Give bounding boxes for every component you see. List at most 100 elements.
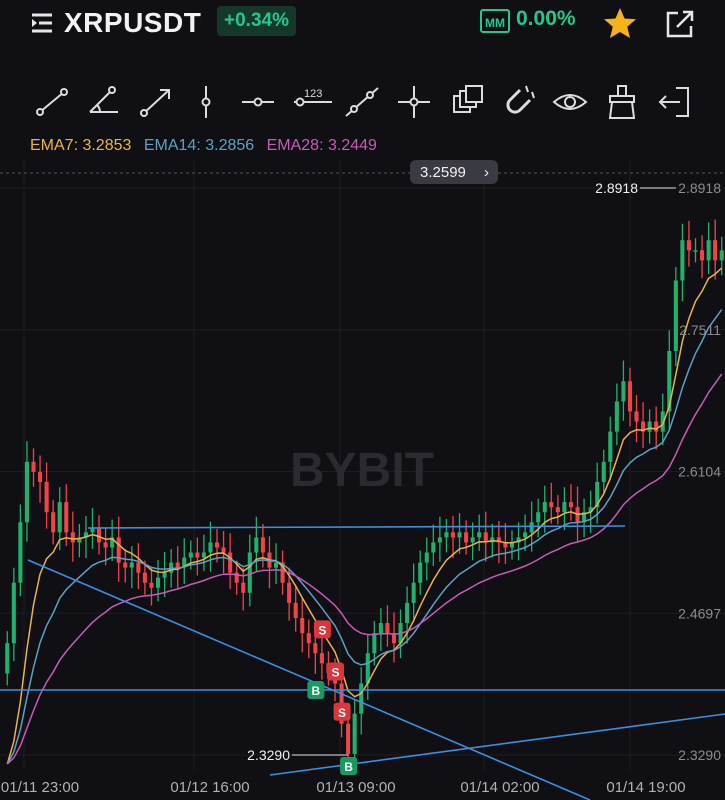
x-tick-label: 01/11 23:00 — [1, 779, 79, 796]
y-tick-label: 2.7511 — [679, 322, 721, 338]
candle-body — [195, 552, 200, 558]
ema14-label: EMA14: 3.2856 — [143, 137, 255, 154]
watermark: BYBIT — [290, 444, 434, 497]
candle-body — [588, 507, 593, 513]
candle-body — [221, 547, 226, 553]
candle-body — [647, 421, 652, 432]
buy-marker-label: B — [312, 684, 321, 698]
candle-body — [103, 542, 108, 548]
ema14-line — [6, 309, 723, 765]
magnet-icon[interactable] — [498, 82, 538, 122]
candle-body — [97, 527, 102, 543]
candle-body — [549, 502, 554, 508]
ema7-label: EMA7: 3.2853 — [30, 137, 132, 154]
candle-body — [70, 532, 75, 543]
candle-body — [614, 401, 619, 432]
candle-body — [509, 542, 515, 548]
clear-drawings-icon[interactable] — [602, 82, 642, 122]
candle-body — [523, 532, 528, 538]
candle-body — [372, 633, 377, 654]
candle-body — [306, 633, 311, 644]
candle-body — [228, 552, 233, 573]
candle-body — [660, 411, 665, 432]
mm-value: 0.00% — [516, 7, 576, 30]
symbol-title[interactable]: XRPUSDT — [64, 7, 202, 38]
candle-body — [686, 240, 691, 251]
ray-icon[interactable] — [136, 82, 176, 122]
ema7-line — [6, 267, 723, 765]
candle-body — [18, 522, 23, 583]
candle-body — [182, 557, 187, 568]
sell-marker — [333, 702, 351, 721]
candle-body — [411, 582, 416, 603]
candle-body — [57, 502, 62, 533]
candle-body — [713, 240, 718, 261]
candle-body — [44, 481, 49, 513]
candle-body — [38, 471, 43, 482]
candle-body — [700, 250, 705, 261]
candle-body — [123, 562, 128, 568]
candle-body — [424, 552, 429, 563]
candle-body — [365, 653, 370, 684]
angle-line-icon[interactable] — [84, 82, 124, 122]
candle-body — [90, 527, 95, 533]
exit-icon[interactable] — [654, 82, 694, 122]
candle-body — [201, 552, 206, 558]
drawing-toolbar: 123 — [0, 82, 725, 122]
chevron-right-icon: › — [484, 164, 489, 181]
candle-body — [254, 537, 259, 553]
candle-body — [595, 481, 600, 508]
sell-marker — [313, 620, 331, 639]
layers-icon[interactable] — [448, 82, 488, 122]
visibility-icon[interactable] — [550, 82, 590, 122]
candle-body — [378, 623, 383, 634]
crosshair-icon[interactable] — [394, 82, 434, 122]
sell-marker-label: S — [331, 665, 339, 679]
candle-body — [503, 542, 508, 548]
buy-marker — [340, 757, 358, 775]
candle-body — [608, 431, 613, 462]
candle-body — [359, 683, 364, 714]
candle-body — [582, 512, 587, 523]
menu-icon[interactable] — [30, 12, 54, 34]
trend-line-icon[interactable] — [32, 82, 72, 122]
candle-body — [64, 502, 69, 533]
candle-body — [496, 537, 501, 543]
candle-body — [562, 502, 567, 513]
candle-body — [169, 562, 174, 573]
candle-body — [405, 602, 410, 624]
candle-body — [188, 552, 193, 558]
buy-marker — [307, 681, 325, 699]
candle-body — [24, 461, 29, 523]
extended-line-icon[interactable] — [342, 82, 382, 122]
candle-body — [234, 572, 239, 583]
star-icon[interactable] — [602, 6, 638, 40]
y-tick-label: 2.3290 — [678, 747, 721, 763]
x-tick-label: 01/13 09:00 — [316, 779, 395, 796]
horizontal-line-icon[interactable] — [238, 82, 278, 122]
x-tick-label: 01/14 19:00 — [606, 779, 685, 796]
sell-marker-label: S — [338, 706, 346, 720]
candle-body — [457, 532, 462, 538]
sell-marker-label: S — [318, 623, 326, 637]
low-marker-label: 2.3290 — [247, 747, 290, 763]
share-icon[interactable] — [664, 8, 696, 40]
price-chart[interactable]: BYBIT 2.8918 2.3290 2.8918 2.7511 2.6104 2.469… — [0, 155, 725, 800]
candle-body — [490, 537, 495, 543]
x-tick-label: 01/12 16:00 — [170, 779, 249, 796]
candle-body — [136, 562, 141, 573]
candle-body — [11, 582, 16, 644]
candle-body — [627, 381, 632, 412]
candle-body — [391, 633, 397, 644]
vertical-line-icon[interactable] — [186, 82, 226, 122]
candle-body — [5, 643, 10, 674]
candle-body — [241, 582, 246, 593]
candle-body — [300, 617, 305, 634]
price-range-icon[interactable]: 123 — [290, 82, 336, 122]
resistance-line — [87, 525, 626, 529]
candle-body — [444, 532, 449, 538]
candle-body — [162, 572, 167, 578]
candle-body — [464, 532, 469, 543]
candle-body — [352, 713, 357, 754]
x-tick-label: 01/14 02:00 — [460, 779, 539, 796]
